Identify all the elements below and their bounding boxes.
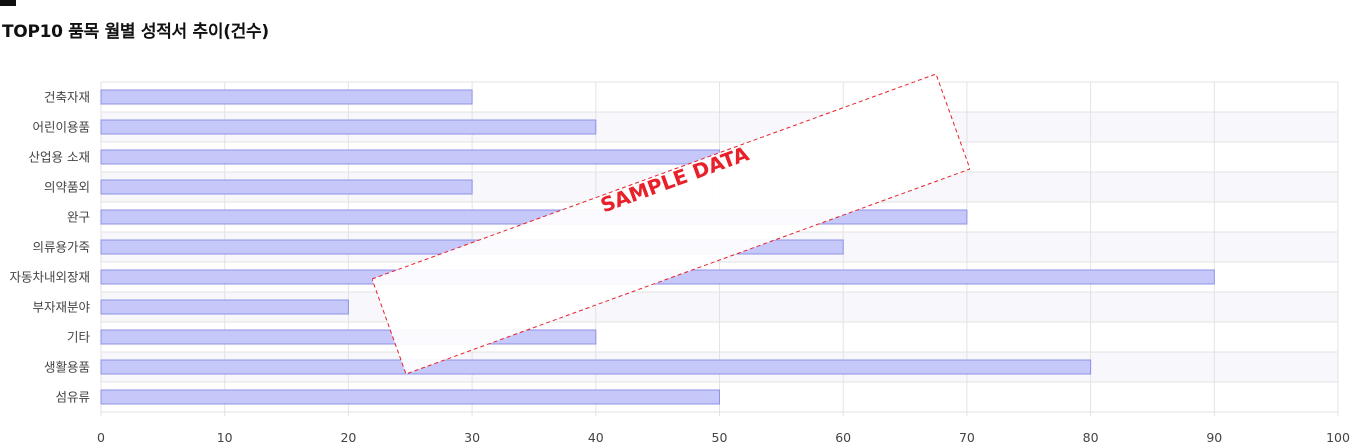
category-label: 의약품외 [44, 180, 90, 195]
category-label: 기타 [67, 330, 91, 345]
category-label: 부자재분야 [32, 300, 90, 315]
x-tick-label: 50 [712, 430, 728, 445]
title-accent-mark [0, 0, 16, 6]
bar [100, 89, 473, 105]
x-tick-label: 40 [588, 430, 604, 445]
x-axis-tick-labels: 0 10 20 30 40 50 60 70 80 90 100 [97, 430, 1350, 445]
x-tick-label: 70 [959, 430, 975, 445]
category-label: 어린이용품 [32, 120, 90, 135]
bar [100, 209, 968, 225]
x-tick-label: 80 [1083, 430, 1099, 445]
chart-title: TOP10 품목 월별 성적서 추이(건수) [2, 22, 269, 42]
bar [100, 389, 720, 405]
category-label: 완구 [67, 210, 90, 225]
bar [100, 329, 597, 345]
x-tick-label: 100 [1326, 430, 1350, 445]
bar [100, 149, 720, 165]
category-label: 건축자재 [44, 90, 90, 105]
x-tick-label: 20 [340, 430, 356, 445]
category-label: 생활용품 [44, 360, 90, 375]
bar [100, 119, 597, 135]
category-label: 산업용 소재 [29, 150, 90, 165]
x-tick-label: 30 [464, 430, 480, 445]
x-tick-label: 0 [97, 430, 105, 445]
bar [100, 179, 473, 195]
bar [100, 299, 349, 315]
x-tick-label: 10 [217, 430, 233, 445]
category-label: 자동차내외장재 [9, 270, 90, 285]
category-label: 섬유류 [55, 390, 90, 405]
bar [100, 359, 1092, 375]
bar [100, 239, 844, 255]
x-tick-label: 90 [1206, 430, 1222, 445]
x-tick-label: 60 [835, 430, 851, 445]
bar [100, 269, 1215, 285]
category-label: 의류용가죽 [32, 240, 90, 255]
